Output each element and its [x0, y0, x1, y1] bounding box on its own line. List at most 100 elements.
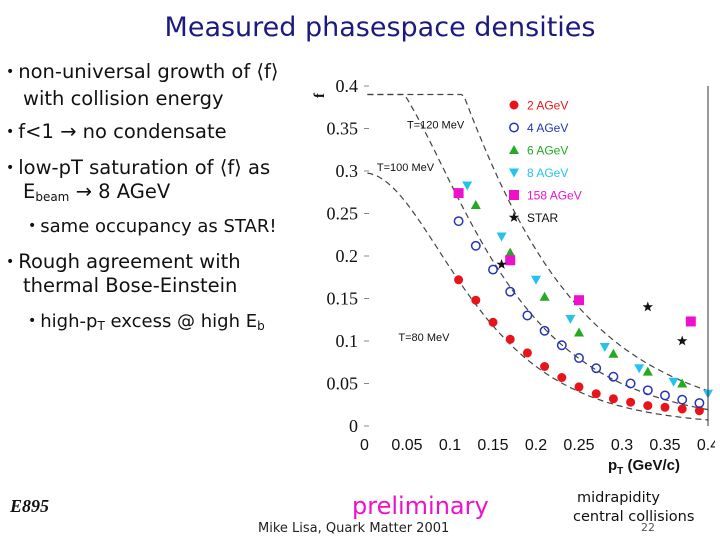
bullet-dot: • [28, 313, 37, 329]
bullet-text: same occupancy as STAR! [40, 216, 277, 237]
data-point [642, 366, 653, 376]
x-tick-label: 0.4 [697, 437, 715, 454]
data-point [462, 181, 473, 191]
bose-einstein-curve [367, 172, 709, 421]
data-point [642, 385, 653, 396]
bullet-dot: • [6, 64, 15, 80]
experiment-label: E895 [10, 496, 50, 516]
text-part: high-p [40, 311, 98, 332]
page-number: 22 [641, 521, 655, 534]
text-part: excess @ high E [104, 311, 258, 332]
bose-einstein-curve [367, 93, 709, 392]
plot-frame [364, 86, 708, 426]
x-tick-label: 0.2 [525, 437, 547, 454]
data-point [556, 340, 567, 351]
data-point [505, 247, 516, 257]
data-point [591, 363, 602, 374]
x-tick-label: 0.25 [563, 437, 594, 454]
data-point [643, 401, 653, 411]
data-point [677, 335, 688, 346]
data-point [509, 100, 519, 110]
legend: 2 AGeV 4 AGeV 6 AGeV 8 AGeV 158 AGeV STAR [508, 99, 582, 225]
x-tick-label: 0 [360, 437, 369, 454]
legend-entry-label: STAR [527, 211, 558, 225]
bullet-dot: • [6, 160, 15, 176]
bullet-dot: • [6, 254, 15, 270]
bullet-item: • Rough agreement with [6, 250, 241, 274]
data-point [505, 255, 516, 266]
data-point [591, 389, 601, 399]
curve-group [367, 93, 709, 421]
slide-title: Measured phasespace densities [164, 12, 596, 43]
legend-entry-label: 6 AGeV [527, 144, 568, 158]
data-point [539, 291, 550, 301]
y-tick-label: 0.3 [336, 161, 359, 181]
y-tick-label: 0 [349, 416, 358, 436]
condition-line: central collisions [573, 509, 695, 525]
points-group [453, 181, 713, 416]
data-point [599, 342, 610, 352]
data-point [453, 216, 464, 227]
data-point [685, 316, 696, 327]
data-point [677, 378, 688, 388]
data-point [531, 275, 541, 285]
x-axis-label-main: p [608, 457, 617, 474]
bose-einstein-curve [367, 93, 709, 411]
condition-line: midrapidity [577, 490, 660, 506]
data-point [509, 168, 519, 178]
data-point [505, 286, 516, 297]
data-point [522, 310, 533, 321]
text-part: E [23, 180, 36, 203]
data-point [454, 275, 464, 285]
data-point [505, 334, 515, 344]
curve-temperature-label: T=80 MeV [398, 332, 450, 344]
data-point [574, 327, 584, 337]
x-tick-label: 0.05 [391, 437, 422, 454]
bullet-item: • non-universal growth of ⟨f⟩ [6, 60, 279, 84]
bullet-item: • low-pT saturation of ⟨f⟩ as [6, 156, 270, 180]
sub-bullet-item: • high-pT excess @ high Eb [28, 310, 265, 338]
y-axis-label: f [312, 92, 328, 98]
data-point [574, 295, 584, 306]
data-point [660, 390, 670, 401]
y-tick-label: 0.4 [336, 78, 359, 96]
data-point [694, 406, 704, 416]
subscript: T [97, 319, 105, 333]
data-point [557, 373, 567, 383]
data-point [608, 394, 618, 404]
data-point [488, 264, 498, 275]
data-point [522, 348, 532, 358]
data-point [625, 378, 636, 389]
data-point [509, 190, 519, 200]
y-tick-label: 0.15 [327, 289, 359, 309]
curve-temperature-label: T=120 MeV [407, 120, 465, 132]
data-point [660, 402, 670, 412]
tick-group: 0 0.05 0.1 0.15 0.2 0.25 0.3 0.35 0.4 0 0.05 0.1 0.1… [327, 78, 716, 454]
data-point [471, 295, 481, 305]
bullet-continuation: Ebeam → 8 AGeV [23, 180, 170, 209]
bullet-continuation: thermal Bose-Einstein [23, 274, 238, 297]
x-tick-label: 0.1 [439, 437, 461, 454]
bullet-text: Rough agreement with [18, 250, 241, 273]
bullet-text: f<1 → no condensate [18, 120, 227, 143]
data-point [574, 353, 584, 363]
bullet-text: low-pT saturation of ⟨f⟩ as [18, 156, 271, 179]
curve-temperature-label: T=100 MeV [377, 162, 435, 174]
credit-line: Mike Lisa, Quark Matter 2001 [258, 521, 450, 536]
bullet-text: non-universal growth of ⟨f⟩ [18, 60, 279, 83]
data-point [509, 122, 519, 133]
sub-bullet-item: • same occupancy as STAR! [28, 215, 277, 238]
subscript: b [257, 319, 265, 333]
data-point [608, 371, 619, 382]
bullet-dot: • [6, 124, 15, 140]
data-point [694, 398, 705, 408]
legend-entry-label: 158 AGeV [527, 189, 582, 203]
x-tick-label: 0.3 [611, 437, 633, 454]
x-tick-label: 0.35 [649, 437, 680, 454]
x-axis-label-sub: T [617, 466, 623, 477]
data-point [508, 212, 520, 222]
data-point [574, 382, 584, 392]
y-tick-label: 0.25 [327, 204, 359, 224]
data-point [509, 145, 519, 154]
bullet-continuation: with collision energy [23, 87, 224, 110]
